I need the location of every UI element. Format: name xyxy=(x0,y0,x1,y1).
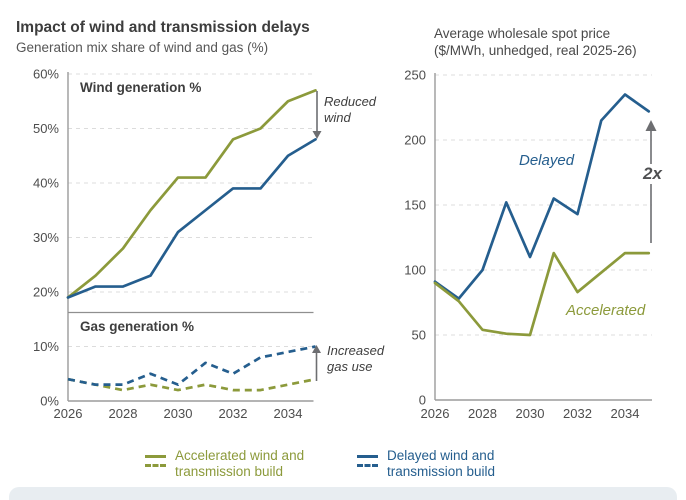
y-tick-label: 0 xyxy=(419,393,426,408)
y-tick-label: 100 xyxy=(404,263,426,278)
x-tick-label: 2028 xyxy=(109,406,138,421)
series-wind-delayed xyxy=(66,138,317,299)
dashed-line-swatch xyxy=(145,464,166,467)
gas-panel-label: Gas generation % xyxy=(80,319,195,334)
legend-label-accelerated: Accelerated wind and transmission build xyxy=(175,448,305,480)
delayed-series-label: Delayed xyxy=(519,152,575,169)
x-tick-label: 2032 xyxy=(219,406,248,421)
y-tick-label: 60% xyxy=(33,67,59,82)
price-2x-annotation: 2x xyxy=(640,164,665,185)
y-tick-label: 200 xyxy=(404,133,426,148)
reduced-wind-arrow-head xyxy=(312,131,322,139)
y-tick-label: 50 xyxy=(412,328,426,343)
legend-swatch-delayed xyxy=(357,448,378,481)
series-gas-delayed xyxy=(67,345,316,386)
y-tick-label: 20% xyxy=(33,285,59,300)
series-wind-accelerated xyxy=(66,88,317,299)
increased-gas-arrow-head xyxy=(312,345,321,353)
x-tick-label: 2026 xyxy=(54,406,83,421)
x-tick-label: 2034 xyxy=(611,406,640,421)
right-chart-title-line1: Average wholesale spot price xyxy=(434,26,611,41)
solid-line-swatch xyxy=(145,455,166,458)
page-title: Impact of wind and transmission delays xyxy=(16,19,310,36)
x-tick-label: 2026 xyxy=(421,406,450,421)
right-chart-title: Average wholesale spot price ($/MWh, unh… xyxy=(434,26,637,60)
bottom-card-edge xyxy=(9,487,677,500)
increased-gas-annotation: Increased gas use xyxy=(327,343,385,374)
y-tick-label: 30% xyxy=(33,230,59,245)
legend-item-accelerated: Accelerated wind and transmission build xyxy=(145,448,325,481)
y-tick-label: 10% xyxy=(33,339,59,354)
series-price-delayed xyxy=(433,93,651,300)
reduced-wind-annotation: Reduced wind xyxy=(324,94,377,125)
solid-line-swatch xyxy=(357,455,378,458)
x-tick-label: 2032 xyxy=(563,406,592,421)
x-tick-label: 2030 xyxy=(516,406,545,421)
right-chart-title-line2: ($/MWh, unhedged, real 2025-26) xyxy=(434,42,637,58)
y-tick-label: 50% xyxy=(33,121,59,136)
x-tick-label: 2034 xyxy=(274,406,303,421)
legend-swatch-accelerated xyxy=(145,448,166,481)
accelerated-series-label: Accelerated xyxy=(566,302,646,319)
y-tick-label: 40% xyxy=(33,176,59,191)
x-tick-label: 2028 xyxy=(468,406,497,421)
x-tick-label: 2030 xyxy=(164,406,193,421)
series-gas-accelerated xyxy=(67,377,316,392)
y-tick-label: 150 xyxy=(404,198,426,213)
price-2x-arrow-head xyxy=(645,120,657,131)
left-chart-subtitle: Generation mix share of wind and gas (%) xyxy=(16,40,269,55)
legend-item-delayed: Delayed wind and transmission build xyxy=(357,448,515,481)
series-price-accelerated xyxy=(433,251,651,337)
wind-panel-label: Wind generation % xyxy=(80,80,202,95)
dashed-line-swatch xyxy=(357,464,378,467)
y-tick-label: 0% xyxy=(40,394,59,409)
legend-label-delayed: Delayed wind and transmission build xyxy=(387,448,496,480)
y-tick-label: 250 xyxy=(404,68,426,83)
